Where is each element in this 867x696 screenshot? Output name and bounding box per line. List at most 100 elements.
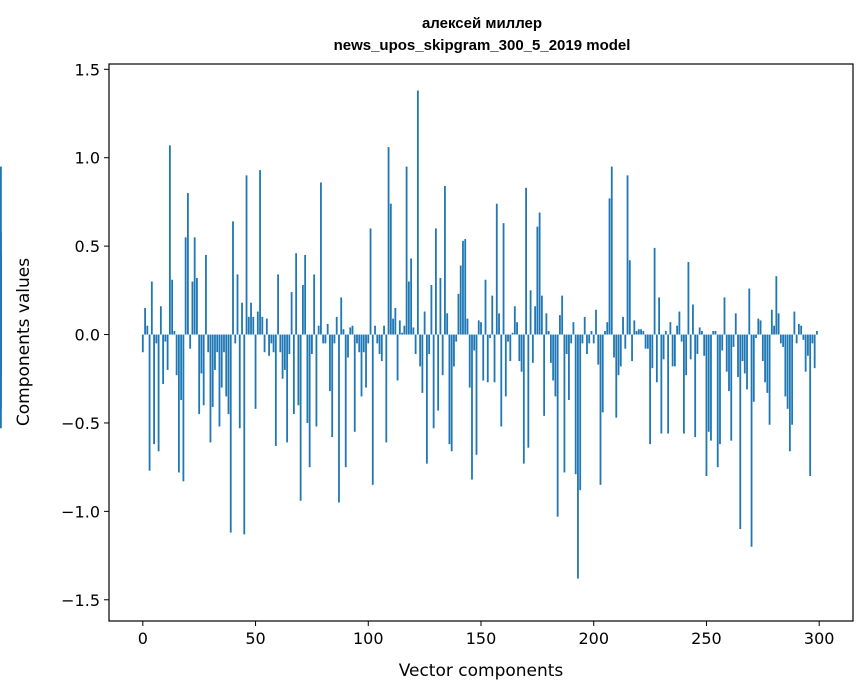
- bar: [793, 311, 796, 335]
- bar: [669, 322, 672, 335]
- bar-series: [0, 90, 818, 579]
- bar: [556, 334, 559, 517]
- bar: [816, 331, 818, 335]
- bar: [723, 297, 726, 335]
- bar: [392, 318, 394, 335]
- bar: [250, 302, 252, 335]
- bar: [150, 281, 153, 335]
- bar: [410, 258, 413, 335]
- bar: [788, 334, 791, 452]
- bar: [595, 309, 597, 335]
- y-tick-label: 0.5: [75, 237, 100, 256]
- bar: [0, 334, 2, 409]
- bar: [205, 254, 207, 335]
- bar: [516, 322, 518, 335]
- bar: [168, 145, 171, 335]
- bar: [225, 334, 228, 397]
- bar: [358, 334, 361, 353]
- bar: [216, 334, 219, 353]
- bar: [256, 311, 259, 335]
- bar: [802, 334, 805, 340]
- bar: [389, 203, 392, 335]
- bar: [577, 334, 579, 579]
- bar: [153, 334, 155, 445]
- bar: [748, 288, 751, 335]
- bar: [353, 334, 356, 432]
- bar: [414, 334, 417, 354]
- bar: [464, 239, 467, 335]
- bar: [637, 329, 640, 335]
- x-axis-label: Vector components: [399, 661, 564, 681]
- bar: [301, 285, 304, 335]
- x-tick-label: 0: [138, 629, 148, 648]
- bar: [480, 322, 482, 335]
- bar: [340, 297, 343, 335]
- bar: [750, 334, 753, 547]
- bar: [613, 334, 615, 358]
- bar: [705, 334, 708, 476]
- bar: [732, 334, 735, 347]
- bar: [308, 334, 311, 468]
- x-tick-label: 50: [245, 629, 265, 648]
- bar: [565, 334, 568, 354]
- bar: [157, 334, 160, 452]
- bar: [673, 334, 676, 367]
- bar: [159, 306, 162, 335]
- bar: [446, 313, 449, 335]
- bar: [489, 334, 491, 339]
- bar: [394, 308, 397, 335]
- bar: [254, 334, 257, 409]
- bar: [800, 325, 803, 335]
- bar: [0, 334, 2, 356]
- bar: [193, 237, 196, 335]
- bar: [588, 334, 591, 344]
- bar: [664, 331, 667, 335]
- bar: [773, 325, 775, 335]
- y-tick-label: −0.5: [61, 414, 100, 433]
- bar: [243, 334, 246, 535]
- bar: [241, 302, 243, 335]
- bar: [306, 334, 309, 423]
- bar: [148, 334, 151, 471]
- bar: [385, 334, 388, 443]
- bar: [764, 334, 766, 383]
- bar: [155, 334, 158, 344]
- bar: [335, 316, 338, 335]
- bar: [342, 329, 345, 335]
- bar: [791, 334, 794, 425]
- bar: [326, 323, 329, 335]
- bar: [270, 334, 273, 344]
- bar: [245, 175, 248, 335]
- bar: [144, 308, 146, 335]
- x-tick-label: 150: [466, 629, 497, 648]
- bar: [450, 334, 453, 452]
- bar: [356, 334, 358, 344]
- bar: [360, 334, 363, 397]
- bar: [484, 279, 487, 335]
- y-tick-label: −1.5: [61, 591, 100, 610]
- bar: [423, 311, 426, 335]
- bar: [626, 175, 629, 335]
- bar: [187, 193, 189, 335]
- bar: [737, 334, 739, 377]
- bar: [292, 334, 295, 415]
- bar: [333, 334, 336, 344]
- bar: [297, 334, 300, 406]
- chart-subtitle: news_upos_skipgram_300_5_2019 model: [334, 37, 631, 54]
- bar: [811, 334, 814, 344]
- bar: [229, 334, 232, 533]
- bar: [290, 292, 293, 335]
- bar: [304, 254, 307, 335]
- bar: [644, 334, 647, 349]
- bar: [211, 334, 214, 408]
- bar: [477, 320, 480, 335]
- bar: [770, 309, 773, 335]
- bar: [660, 334, 663, 434]
- y-axis-ticks: −1.5 −1.0 −0.5 0.0 0.5 1.0 1.5: [61, 60, 109, 610]
- bar: [371, 334, 374, 485]
- bar: [779, 334, 782, 344]
- bar: [538, 212, 541, 335]
- bar: [196, 277, 198, 335]
- bar: [227, 334, 230, 415]
- bar: [189, 334, 192, 349]
